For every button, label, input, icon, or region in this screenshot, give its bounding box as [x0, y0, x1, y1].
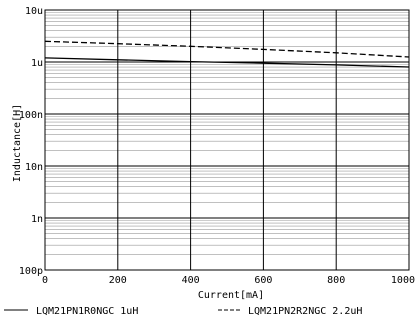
legend: LQM21PN1R0NGC 1uH LQM21PN2R2NGC 2.2uH [4, 306, 362, 317]
y-tick-label: 10n [25, 162, 43, 173]
y-tick-labels: 100p 1n 10n 100n 1u 10u [19, 6, 43, 277]
x-tick-label: 600 [254, 275, 272, 286]
series-line-1 [44, 57, 410, 68]
y-tick-label: 100n [19, 110, 43, 121]
y-tick-label: 10u [25, 6, 43, 17]
y-axis-label: Inductance[H] [12, 104, 23, 182]
y-tick-label: 1n [31, 214, 43, 225]
x-tick-label: 400 [182, 275, 200, 286]
x-tick-label: 800 [327, 275, 345, 286]
x-axis-label: Current[mA] [198, 290, 264, 301]
minor-grid [45, 12, 409, 255]
plot-frame [44, 9, 410, 271]
legend-label-1: LQM21PN1R0NGC 1uH [36, 306, 138, 317]
x-tick-label: 1000 [391, 275, 415, 286]
legend-label-2: LQM21PN2R2NGC 2.2uH [248, 306, 362, 317]
x-tick-label: 0 [42, 275, 48, 286]
series-line-2 [44, 40, 410, 58]
y-tick-label: 100p [19, 266, 43, 277]
x-tick-labels: 0 200 400 600 800 1000 [42, 275, 415, 286]
y-tick-label: 1u [31, 58, 43, 69]
series-layer [44, 40, 410, 68]
x-tick-label: 200 [109, 275, 127, 286]
